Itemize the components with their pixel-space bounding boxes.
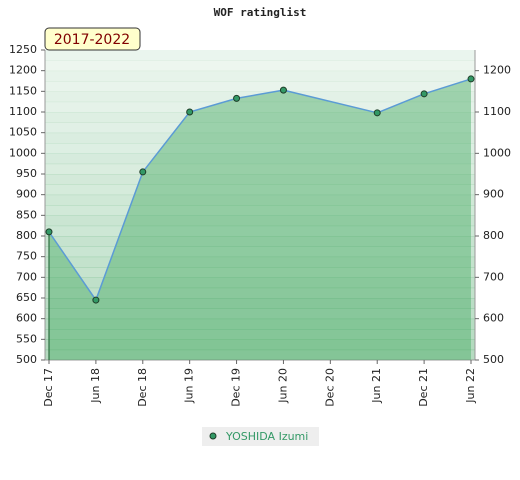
background-stripe bbox=[45, 277, 475, 289]
point bbox=[279, 86, 287, 94]
y2-tick-label: 1000 bbox=[483, 146, 511, 159]
y-tick-label: 850 bbox=[16, 208, 37, 221]
y2-tick-label: 1100 bbox=[483, 105, 511, 118]
background-stripe bbox=[45, 236, 475, 247]
point bbox=[186, 108, 194, 116]
y-tick-label: 800 bbox=[16, 229, 37, 242]
background-stripe bbox=[45, 287, 475, 299]
legend bbox=[202, 427, 319, 446]
legend-marker bbox=[209, 432, 217, 440]
background-stripe bbox=[45, 70, 475, 82]
y2-tick-label: 700 bbox=[483, 270, 504, 283]
y-tick-label: 1100 bbox=[9, 105, 37, 118]
y2-tick-label: 900 bbox=[483, 188, 504, 201]
background-stripe bbox=[45, 174, 475, 185]
line-bridge bbox=[283, 89, 378, 114]
y-tick-label: 1200 bbox=[9, 64, 37, 77]
point bbox=[139, 168, 147, 176]
background-stripe bbox=[45, 205, 475, 216]
y2-tick-label: 800 bbox=[483, 229, 504, 242]
background-stripe bbox=[45, 122, 475, 134]
background-stripe bbox=[45, 112, 475, 123]
x-tick-label: Dec 18 bbox=[136, 368, 149, 407]
background-stripe bbox=[45, 163, 475, 175]
background-stripe bbox=[45, 153, 475, 165]
legend-label: YOSHIDA Izumi bbox=[225, 430, 308, 443]
y-tick-label: 1000 bbox=[9, 146, 37, 159]
x-tick-label: Jun 20 bbox=[276, 368, 289, 404]
background-stripe bbox=[45, 246, 475, 258]
background-stripe bbox=[45, 60, 475, 72]
y-tick-label: 1150 bbox=[9, 84, 37, 97]
point bbox=[92, 296, 100, 304]
background-stripe bbox=[45, 91, 475, 103]
background-stripe bbox=[45, 256, 475, 268]
y2-tick-label: 1200 bbox=[483, 64, 511, 77]
background-stripe bbox=[45, 194, 475, 206]
x-tick-label: Dec 20 bbox=[323, 368, 336, 407]
y-tick-label: 750 bbox=[16, 250, 37, 263]
background-stripe bbox=[45, 143, 475, 154]
y-tick-label: 650 bbox=[16, 291, 37, 304]
y2-tick-label: 500 bbox=[483, 353, 504, 366]
period-label: 2017-2022 bbox=[54, 32, 130, 48]
x-tick-label: Dec 17 bbox=[42, 368, 55, 407]
background-stripe bbox=[45, 101, 475, 113]
background-stripe bbox=[45, 329, 475, 340]
background-stripe bbox=[45, 349, 475, 361]
x-tick-label: Jun 18 bbox=[89, 368, 102, 404]
chart-title: WOF ratinglist bbox=[214, 6, 307, 19]
point bbox=[45, 228, 53, 236]
y-tick-label: 500 bbox=[16, 353, 37, 366]
x-tick-label: Dec 19 bbox=[230, 368, 243, 407]
x-tick-label: Jun 19 bbox=[183, 368, 196, 404]
y-tick-label: 950 bbox=[16, 167, 37, 180]
x-tick-label: Dec 21 bbox=[417, 368, 430, 407]
period-box bbox=[44, 27, 141, 51]
background-stripe bbox=[45, 50, 475, 61]
background-stripe bbox=[45, 225, 475, 237]
background-stripe bbox=[45, 267, 475, 278]
plot-background bbox=[45, 50, 475, 361]
point bbox=[467, 75, 475, 83]
point bbox=[233, 94, 241, 102]
background-stripe bbox=[45, 132, 475, 144]
x-tick-label: Jun 22 bbox=[464, 368, 477, 404]
background-stripe bbox=[45, 339, 475, 351]
background-stripe bbox=[45, 81, 475, 92]
y-tick-label: 1050 bbox=[9, 126, 37, 139]
background-stripe bbox=[45, 298, 475, 309]
point bbox=[373, 109, 381, 117]
y-tick-label: 900 bbox=[16, 188, 37, 201]
background-stripe bbox=[45, 308, 475, 320]
x-tick-label: Jun 21 bbox=[370, 368, 383, 404]
y-tick-label: 1250 bbox=[9, 43, 37, 56]
y-tick-label: 600 bbox=[16, 312, 37, 325]
background-stripe bbox=[45, 318, 475, 330]
point bbox=[420, 90, 428, 98]
area bbox=[49, 78, 471, 360]
y-tick-label: 700 bbox=[16, 270, 37, 283]
background-stripe bbox=[45, 215, 475, 227]
y2-tick-label: 600 bbox=[483, 312, 504, 325]
y-tick-label: 550 bbox=[16, 332, 37, 345]
background-stripe bbox=[45, 184, 475, 196]
